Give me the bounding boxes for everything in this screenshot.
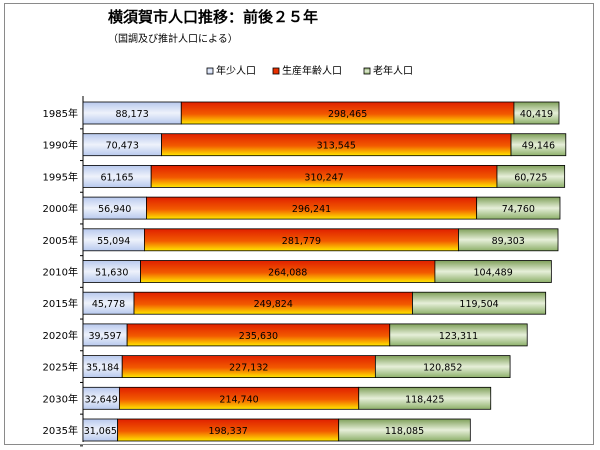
- bars-group: 1985年 88,173 298,465 40,419 1990年 70,473 313,5…: [43, 101, 567, 447]
- y-tick-label: 2000年: [43, 202, 78, 215]
- bar-segment: [412, 291, 547, 315]
- data-label: 89,303: [492, 236, 525, 247]
- bar-segment: [458, 228, 559, 252]
- data-label: 45,778: [92, 299, 125, 310]
- data-label: 249,824: [254, 299, 293, 310]
- bar-segment: [338, 418, 471, 442]
- data-label: 120,852: [423, 363, 462, 374]
- data-label: 60,725: [514, 172, 547, 183]
- chart-subtitle: （国調及び推計人口による）: [108, 34, 238, 45]
- y-tick-label: 2010年: [43, 266, 78, 279]
- data-label: 51,630: [95, 268, 128, 279]
- y-tick-label: 2005年: [43, 234, 78, 247]
- data-label: 74,760: [502, 204, 535, 215]
- data-label: 313,545: [317, 141, 356, 152]
- y-tick-label: 1995年: [43, 170, 78, 183]
- data-label: 88,173: [116, 109, 149, 120]
- bar-segment: [434, 260, 552, 283]
- data-label: 235,630: [239, 331, 278, 342]
- bar-segment: [496, 164, 566, 188]
- y-tick-label: 2025年: [43, 361, 78, 374]
- bar-segment: [358, 386, 492, 410]
- data-label: 35,184: [86, 363, 119, 374]
- data-label: 56,940: [98, 204, 131, 215]
- data-label: 118,085: [385, 426, 424, 437]
- data-label: 119,504: [459, 299, 498, 310]
- y-tick-label: 1990年: [43, 139, 78, 152]
- data-label: 214,740: [219, 394, 258, 405]
- bar-segment: [389, 323, 528, 347]
- data-label: 296,241: [292, 204, 331, 215]
- data-label: 264,088: [268, 268, 307, 279]
- legend-swatch: [206, 67, 214, 75]
- data-label: 31,065: [84, 426, 117, 437]
- legend-swatch: [272, 67, 280, 75]
- data-label: 123,311: [439, 331, 478, 342]
- legend-label: 年少人口: [216, 64, 256, 77]
- y-tick-label: 2030年: [43, 392, 78, 405]
- data-label: 198,337: [209, 426, 248, 437]
- legend: 年少人口 生産年齢人口 老年人口: [206, 64, 413, 77]
- legend-label: 生産年齢人口: [282, 64, 342, 77]
- data-label: 32,649: [85, 394, 118, 405]
- data-label: 298,465: [328, 109, 367, 120]
- bar-segment: [513, 101, 560, 125]
- bar-segment: [476, 196, 561, 220]
- bar-segment: [510, 133, 567, 157]
- bar-segment: [374, 355, 511, 379]
- data-label: 104,489: [473, 268, 512, 279]
- data-label: 39,597: [88, 331, 121, 342]
- y-tick-label: 2020年: [43, 329, 78, 342]
- data-label: 227,132: [229, 363, 268, 374]
- y-tick-label: 2015年: [43, 297, 78, 310]
- data-label: 70,473: [106, 141, 139, 152]
- legend-swatch: [363, 67, 371, 75]
- data-label: 310,247: [304, 172, 343, 183]
- data-label: 118,425: [405, 394, 444, 405]
- y-tick-label: 2035年: [43, 424, 78, 437]
- legend-label: 老年人口: [373, 64, 413, 77]
- data-label: 40,419: [520, 109, 553, 120]
- chart-title: 横須賀市人口推移：前後２５年: [108, 8, 319, 26]
- data-label: 55,094: [97, 236, 130, 247]
- data-label: 49,146: [522, 141, 555, 152]
- y-tick-label: 1985年: [43, 107, 78, 120]
- data-label: 281,779: [282, 236, 321, 247]
- data-label: 61,165: [100, 172, 133, 183]
